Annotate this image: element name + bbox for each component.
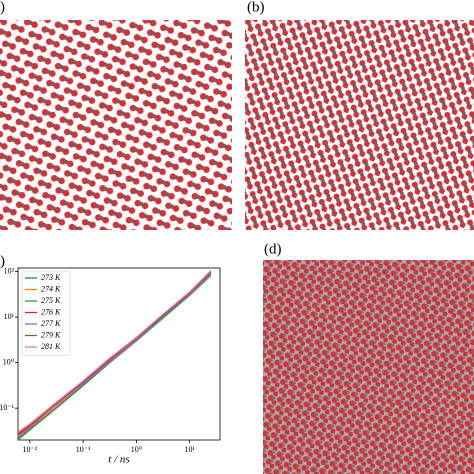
panel-label: (d) xyxy=(264,241,282,257)
legend-label: 274 K xyxy=(41,284,61,293)
legend-box xyxy=(21,270,71,356)
series-line xyxy=(18,270,212,433)
y-tick-label: 10⁰ xyxy=(3,357,14,366)
legend-label: 281 K xyxy=(41,342,61,351)
legend-label: 276 K xyxy=(41,307,61,316)
plot: 10⁻² 10⁻¹ 10⁰ 10¹ 10⁻¹ 10⁰ 10¹ 10² t / ns 273 K 27… xyxy=(0,266,212,466)
panel-label: (b) xyxy=(247,0,265,15)
x-tick-label: 10⁻² xyxy=(23,445,38,454)
x-tick-label: 10⁻¹ xyxy=(76,445,91,454)
lines xyxy=(18,270,212,440)
y-tick-label: 10² xyxy=(4,266,15,275)
panel-label: ) xyxy=(0,253,5,269)
y-tick-label: 10⁻¹ xyxy=(0,403,15,412)
series-line xyxy=(18,273,212,438)
snapshot-d xyxy=(263,260,474,474)
snapshot-a xyxy=(0,20,232,230)
legend-label: 273 K xyxy=(41,273,61,282)
x-tick-label: 10¹ xyxy=(185,445,196,454)
legend-label: 275 K xyxy=(41,296,61,305)
panel-label: ) xyxy=(0,0,5,15)
x-tick-label: 10⁰ xyxy=(131,445,142,454)
legend-label: 277 K xyxy=(41,319,61,328)
series-line xyxy=(18,271,212,434)
legend-label: 279 K xyxy=(41,330,61,339)
series-line xyxy=(18,275,212,440)
y-tick-label: 10¹ xyxy=(4,312,15,321)
snapshot-b xyxy=(245,20,474,230)
x-axis-label: t / ns xyxy=(108,454,129,466)
